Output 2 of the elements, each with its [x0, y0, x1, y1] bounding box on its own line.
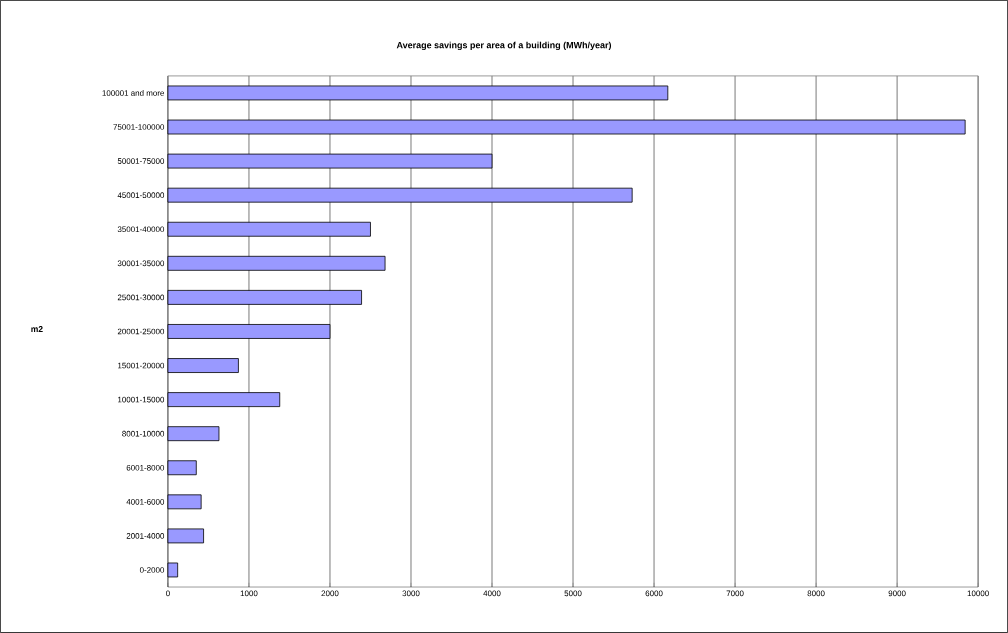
- chart-title: Average savings per area of a building (MWh/year): [396, 41, 612, 51]
- text: m2: [31, 326, 43, 332]
